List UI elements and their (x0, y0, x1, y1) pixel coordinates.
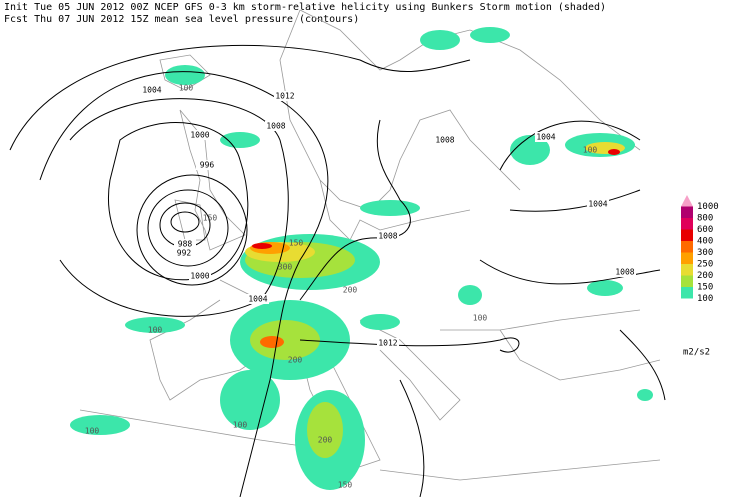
contour-label: 1000 (190, 272, 209, 281)
legend-label: 800 (697, 214, 713, 224)
contour-label: 996 (200, 161, 215, 170)
legend-label: 1000 (697, 202, 719, 212)
contour-label: 992 (177, 249, 192, 258)
contour-label-bg (587, 199, 609, 209)
legend-label: 200 (697, 271, 713, 281)
contour-label-bg (189, 130, 211, 140)
shade-label: 200 (318, 436, 333, 445)
shade-label: 100 (85, 427, 100, 436)
legend-swatch (681, 229, 693, 241)
shade-label: 150 (289, 239, 304, 248)
contour-label: 1012 (275, 92, 294, 101)
contour-label-bg (174, 239, 196, 249)
coastlines (79, 9, 661, 481)
legend-swatch (681, 241, 693, 253)
contour-label: 1008 (615, 268, 634, 277)
legend-label: 600 (697, 225, 713, 235)
contour-label: 1004 (536, 133, 555, 142)
shade-label: 150 (203, 214, 218, 223)
contour-label-bg (377, 338, 399, 348)
contour-label-bg (434, 135, 456, 145)
shade-label: 100 (583, 146, 598, 155)
shade-label: 200 (343, 286, 358, 295)
contour-label-bg (274, 91, 296, 101)
legend-swatch (681, 206, 693, 218)
contour-label: 1004 (142, 86, 161, 95)
legend-swatch (681, 252, 693, 264)
legend-unit: m2/s2 (683, 348, 710, 358)
shade-label: 100 (473, 314, 488, 323)
contour-label-bg (196, 160, 218, 170)
contour-label-bg (614, 267, 636, 277)
legend-label: 250 (697, 260, 713, 270)
contour-label: 1000 (190, 131, 209, 140)
contour-label-bg (173, 248, 195, 258)
contour-label-bg (189, 271, 211, 281)
legend-swatch (681, 218, 693, 230)
contour-label-bg (265, 121, 287, 131)
contour-label: 1008 (435, 136, 454, 145)
contour-label: 1004 (248, 295, 267, 304)
shade-label: 100 (179, 84, 194, 93)
shade-label: 150 (338, 481, 353, 490)
legend-label: 150 (697, 283, 713, 293)
contour-label-bg (247, 294, 269, 304)
contour-label: 1004 (588, 200, 607, 209)
legend-swatch (681, 264, 693, 276)
header-line1: Init Tue 05 JUN 2012 00Z NCEP GFS 0-3 km… (4, 2, 606, 13)
contour-label: 988 (178, 240, 193, 249)
pressure-contours (9, 44, 666, 497)
helicity-shading (70, 27, 653, 490)
legend-label: 100 (697, 294, 713, 304)
shade-label: 100 (148, 326, 163, 335)
contour-label: 1012 (378, 339, 397, 348)
contour-label-bg (535, 132, 557, 142)
header-line2: Fcst Thu 07 JUN 2012 15Z mean sea level … (4, 14, 359, 25)
contour-label-bg (141, 85, 163, 95)
shade-label: 200 (288, 356, 303, 365)
legend-triangle (681, 195, 693, 207)
legend-swatch (681, 275, 693, 287)
shade-label: 300 (278, 263, 293, 272)
contour-label: 1008 (378, 232, 397, 241)
shade-label: 100 (233, 421, 248, 430)
contour-label: 1008 (266, 122, 285, 131)
legend-swatch (681, 287, 693, 299)
legend-label: 400 (697, 237, 713, 247)
legend-label: 300 (697, 248, 713, 258)
contour-label-bg (377, 231, 399, 241)
